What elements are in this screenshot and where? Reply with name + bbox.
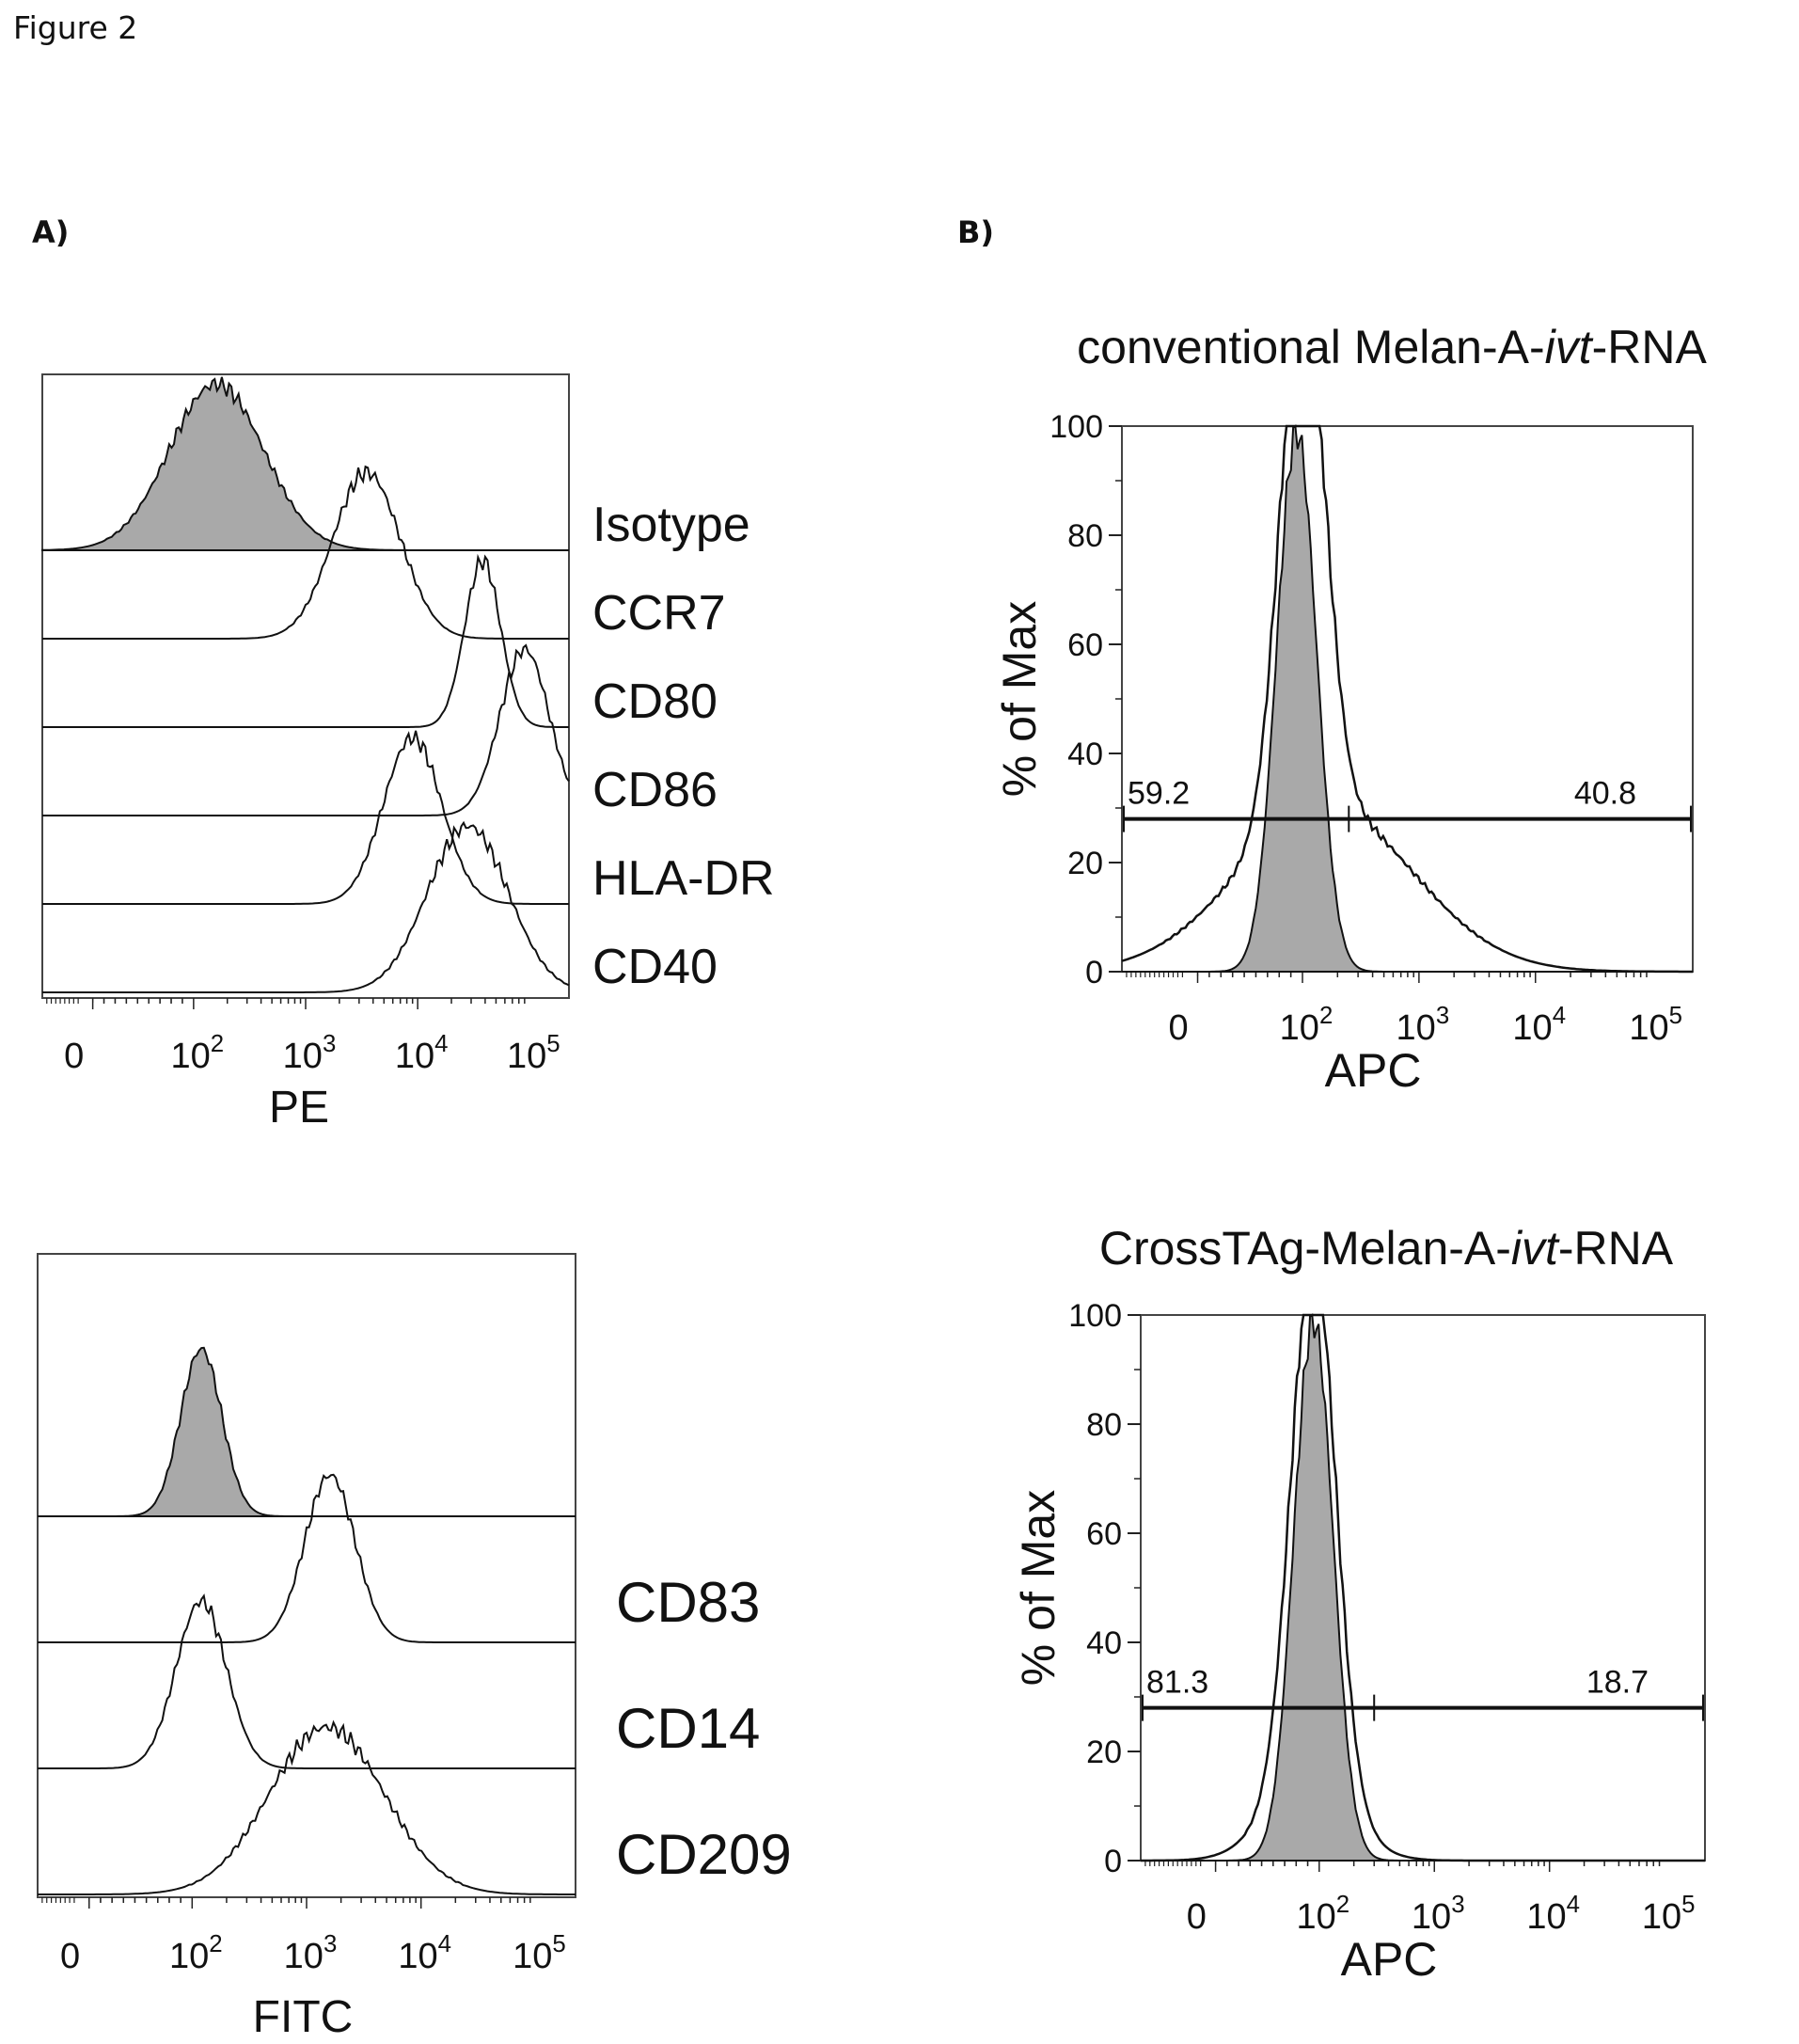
y-axis-label: % of Max	[993, 601, 1046, 797]
gate-left-percent: 59.2	[1128, 776, 1190, 812]
x-tick-label: 104	[1526, 1892, 1580, 1937]
x-tick-label: 105	[1629, 1003, 1682, 1048]
x-axis-label: FITC	[253, 1992, 354, 2042]
histogram-line-ccr7	[42, 467, 569, 639]
x-tick-label: 103	[1412, 1892, 1465, 1937]
x-tick-label: 102	[169, 1931, 223, 1976]
stacked-histogram-1: CD83 CD14 CD209 0 102 103 104 105 FITC	[38, 1254, 792, 2042]
histogram-line-cd86	[42, 645, 569, 816]
x-tick-label: 103	[284, 1931, 338, 1976]
histogram-line-sample	[1122, 426, 1693, 972]
x-tick-label: 0	[1169, 1008, 1189, 1048]
histogram-filled-control	[1141, 1315, 1705, 1861]
plot-frame	[1141, 1315, 1705, 1861]
gate-right-percent: 40.8	[1574, 776, 1636, 812]
y-tick-label: 40	[1067, 737, 1103, 772]
gate-left-percent: 81.3	[1146, 1665, 1208, 1701]
stacked-histogram-0: Isotype CCR7 CD80 CD86 HLA-DR CD40 0 102 103 104 1…	[42, 374, 775, 1133]
y-tick-label: 60	[1067, 627, 1103, 663]
histogram-filled-isotype	[42, 377, 569, 550]
y-tick-label: 80	[1086, 1407, 1122, 1443]
y-tick-label: 100	[1068, 1298, 1122, 1334]
x-tick-label: 104	[395, 1031, 449, 1076]
series-label: CD86	[592, 763, 718, 817]
histogram-line-sample	[1141, 1315, 1705, 1861]
x-tick-label: 102	[1296, 1892, 1349, 1937]
histogram-filled-control	[38, 1348, 576, 1516]
x-axis-label: APC	[1325, 1044, 1422, 1097]
series-label: CCR7	[592, 586, 726, 641]
series-label: CD14	[616, 1697, 760, 1760]
chart-title: CrossTAg-Melan-A-ivt-RNA	[1099, 1222, 1674, 1275]
y-tick-label: 80	[1067, 518, 1103, 554]
x-tick-label: 105	[513, 1931, 566, 1976]
x-tick-label: 102	[171, 1031, 225, 1076]
series-label: CD83	[616, 1571, 760, 1634]
x-tick-label: 105	[507, 1031, 560, 1076]
x-tick-label: 102	[1280, 1003, 1333, 1048]
y-tick-label: 0	[1085, 955, 1103, 990]
x-tick-label: 0	[64, 1037, 84, 1076]
y-axis-label: % of Max	[1012, 1490, 1065, 1686]
histogram-line-cd209	[38, 1722, 576, 1894]
y-tick-label: 20	[1067, 846, 1103, 881]
x-axis-label: PE	[269, 1083, 329, 1133]
x-tick-label: 0	[60, 1937, 80, 1976]
plot-frame	[38, 1254, 576, 1897]
y-tick-label: 40	[1086, 1625, 1122, 1661]
histogram-panel-3: CrossTAg-Melan-A-ivt-RNA 0 20 40 60 80 100 81.3…	[1012, 1222, 1705, 1986]
y-tick-label: 60	[1086, 1516, 1122, 1552]
series-label: Isotype	[592, 498, 750, 552]
series-label: HLA-DR	[592, 851, 775, 906]
x-tick-label: 104	[398, 1931, 451, 1976]
histogram-panel-2: conventional Melan-A-ivt-RNA 0 20 40 60 80 100…	[993, 321, 1708, 1097]
series-label: CD80	[592, 674, 718, 729]
x-tick-label: 103	[283, 1031, 337, 1076]
x-tick-label: 0	[1187, 1897, 1207, 1937]
x-tick-label: 103	[1397, 1003, 1450, 1048]
histogram-line-cd83	[38, 1475, 576, 1642]
series-label: CD209	[616, 1823, 792, 1886]
x-tick-label: 104	[1512, 1003, 1566, 1048]
x-tick-label: 105	[1642, 1892, 1696, 1937]
chart-title: conventional Melan-A-ivt-RNA	[1077, 321, 1707, 373]
y-tick-label: 20	[1086, 1735, 1122, 1770]
histogram-line-cd80	[42, 557, 569, 727]
x-axis-label: APC	[1341, 1933, 1438, 1986]
y-tick-label: 0	[1104, 1844, 1122, 1879]
plot-frame	[1122, 426, 1693, 972]
gate-right-percent: 18.7	[1586, 1665, 1649, 1701]
histogram-line-cd14	[38, 1596, 576, 1768]
histogram-filled-control	[1122, 426, 1693, 972]
y-tick-label: 100	[1049, 409, 1103, 445]
series-label: CD40	[592, 940, 718, 994]
histogram-line-cd40	[42, 823, 569, 992]
